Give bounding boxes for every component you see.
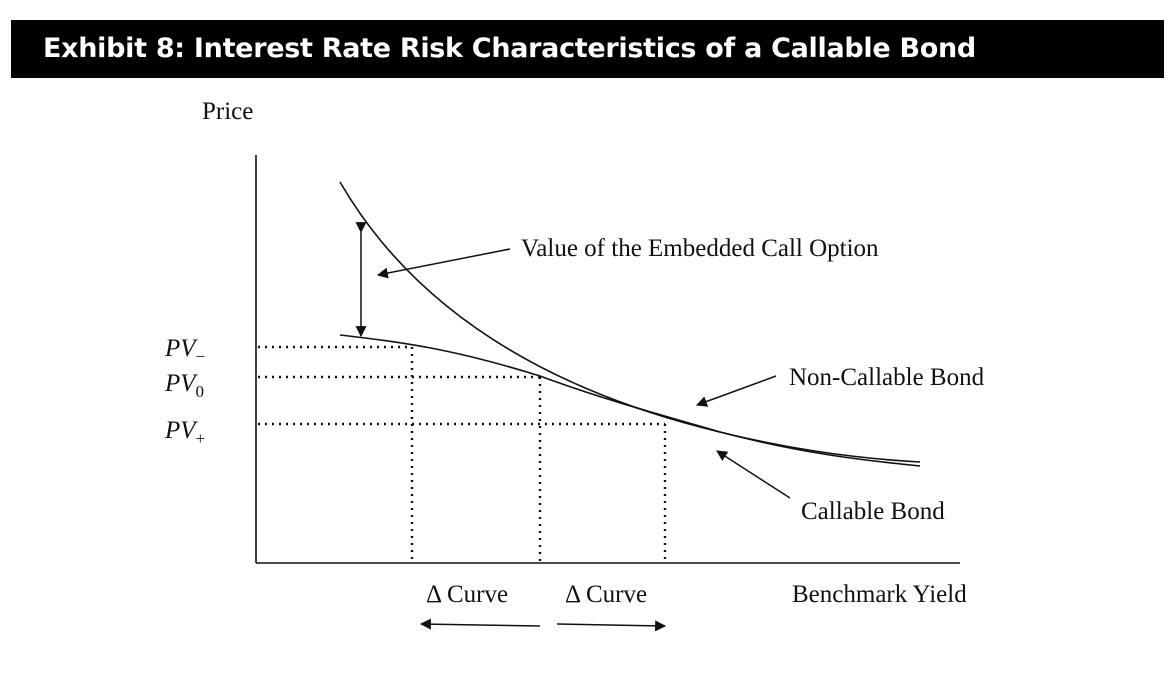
curve-up-label: Δ Curve [565, 581, 647, 608]
pv-plus-label: PV+ [164, 417, 205, 448]
pv-minus-label: PV− [164, 335, 205, 366]
call-option-pointer [376, 248, 511, 279]
curve-up-arrow [556, 620, 667, 632]
non-callable-label: Non-Callable Bond [789, 364, 985, 391]
callable-label: Callable Bond [801, 498, 945, 525]
callable-bond-curve [339, 334, 921, 467]
call-option-label: Value of the Embedded Call Option [521, 235, 879, 262]
curve-down-label: Δ Curve [426, 581, 508, 608]
curve-down-arrow [419, 618, 541, 630]
exhibit-title: Exhibit 8: Interest Rate Risk Characteri… [11, 20, 1164, 78]
dotted-guides [258, 345, 667, 561]
y-axis-label: Price [202, 98, 253, 125]
non-callable-bond-curve [339, 181, 921, 463]
pv-zero-label: PV0 [164, 370, 204, 401]
non-callable-pointer [695, 375, 777, 407]
callable-pointer [716, 450, 791, 499]
x-axis-label: Benchmark Yield [792, 581, 967, 608]
